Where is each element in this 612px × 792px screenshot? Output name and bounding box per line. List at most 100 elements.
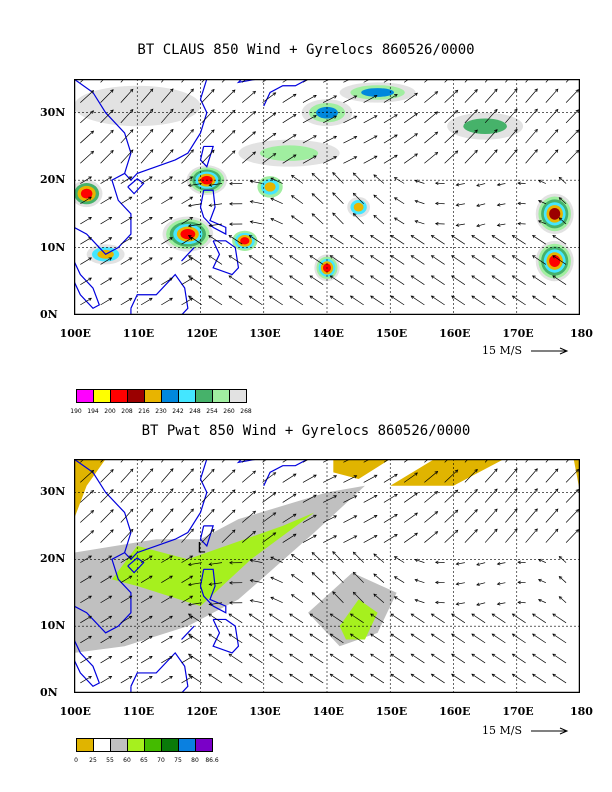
wind-arrow xyxy=(491,633,506,644)
wind-arrow xyxy=(373,593,385,604)
wind-arrow xyxy=(552,295,567,306)
wind-arrow xyxy=(403,532,418,543)
wind-arrow xyxy=(161,297,173,306)
wind-arrow xyxy=(537,179,546,184)
wind-arrow xyxy=(558,576,567,583)
wind-arrow xyxy=(161,149,174,164)
wind-arrow xyxy=(221,130,236,144)
wind-arrow xyxy=(228,234,243,245)
wind-arrow xyxy=(161,528,174,543)
wind-arrow xyxy=(383,473,398,483)
wind-arrow xyxy=(100,675,113,684)
colorbar-swatch xyxy=(161,389,179,403)
wind-arrow xyxy=(201,528,215,543)
panel2-vector-scale-label: 15 M/S xyxy=(482,724,522,737)
wind-arrow xyxy=(187,653,202,664)
colorbar-tick-label: 242 xyxy=(172,408,184,415)
wind-arrow xyxy=(476,582,486,586)
pwat-wind-map: L xyxy=(74,459,580,693)
wind-arrow xyxy=(268,613,283,624)
wind-arrow xyxy=(545,488,559,503)
wind-arrow xyxy=(140,88,154,103)
wind-arrow xyxy=(290,195,304,205)
wind-arrow xyxy=(349,653,364,664)
wind-arrow xyxy=(228,613,243,624)
wind-arrow xyxy=(491,673,506,684)
wind-arrow xyxy=(434,600,445,605)
wind-arrow xyxy=(309,613,324,624)
wind-arrow xyxy=(565,468,580,483)
wind-arrow xyxy=(229,561,243,565)
wind-arrow xyxy=(430,295,445,306)
wind-arrow xyxy=(505,468,518,483)
wind-arrow xyxy=(80,555,92,563)
wind-arrow xyxy=(532,633,547,644)
wind-arrow xyxy=(181,149,194,164)
wind-arrow xyxy=(455,203,465,207)
wind-arrow xyxy=(393,576,405,583)
wind-arrow xyxy=(181,277,194,285)
wind-arrow xyxy=(393,596,405,604)
wind-arrow xyxy=(268,255,283,265)
wind-arrow xyxy=(471,633,486,644)
wind-arrow xyxy=(270,177,283,184)
wind-arrow xyxy=(363,155,378,164)
wind-arrow xyxy=(363,79,371,83)
wind-arrow xyxy=(424,111,439,124)
wind-arrow xyxy=(491,275,506,285)
wind-arrow xyxy=(370,234,385,245)
wind-arrow xyxy=(208,602,223,606)
wind-arrow xyxy=(161,176,173,184)
wind-arrow xyxy=(343,535,358,543)
wind-arrow xyxy=(565,509,580,523)
wind-arrow xyxy=(120,555,133,563)
wind-arrow xyxy=(332,212,344,225)
panel2-title: BT Pwat 850 Wind + Gyrelocs 860526/0000 xyxy=(141,423,471,439)
wind-arrow xyxy=(80,459,85,463)
wind-arrow xyxy=(532,234,547,245)
wind-arrow xyxy=(262,512,277,523)
wind-arrow xyxy=(289,633,304,644)
wind-arrow xyxy=(532,295,547,306)
wind-arrow xyxy=(100,575,113,583)
colorbar-tick-label: 268 xyxy=(240,408,252,415)
wind-arrow xyxy=(208,223,223,228)
wind-arrow xyxy=(229,202,243,206)
wind-arrow xyxy=(329,255,344,265)
wind-arrow xyxy=(302,474,317,483)
wind-arrow xyxy=(464,468,478,483)
wind-arrow xyxy=(80,297,92,306)
wind-arrow xyxy=(424,470,439,483)
wind-arrow xyxy=(100,196,113,205)
wind-arrow xyxy=(430,653,445,664)
wind-arrow xyxy=(302,534,317,543)
colorbar-tick-label: 25 xyxy=(89,757,97,764)
wind-arrow xyxy=(208,275,223,285)
wind-arrow xyxy=(424,511,439,523)
wind-arrow xyxy=(455,182,465,187)
wind-arrow xyxy=(248,275,263,285)
wind-arrow xyxy=(201,129,215,144)
wind-arrow xyxy=(262,79,268,83)
wind-arrow xyxy=(505,128,518,144)
gridlines xyxy=(74,79,580,315)
wind-arrow xyxy=(282,533,297,543)
wind-arrow xyxy=(161,595,173,604)
colorbar-tick-label: 86.6 xyxy=(205,757,219,764)
wind-arrow xyxy=(496,223,506,227)
wind-arrow xyxy=(329,653,344,664)
wind-arrow xyxy=(262,132,277,144)
wind-arrow xyxy=(403,153,418,164)
wind-arrow xyxy=(455,562,465,566)
wind-arrow xyxy=(181,297,194,306)
wind-arrow xyxy=(444,459,449,463)
wind-arrow xyxy=(476,223,486,228)
wind-arrow xyxy=(120,508,134,523)
colorbar-tick-label: 55 xyxy=(106,757,114,764)
wind-arrow xyxy=(311,592,324,604)
wind-arrow xyxy=(181,237,194,245)
wind-arrow xyxy=(373,194,385,205)
wind-arrow xyxy=(282,154,297,164)
wind-arrow xyxy=(80,176,92,184)
wind-arrow xyxy=(181,655,194,664)
